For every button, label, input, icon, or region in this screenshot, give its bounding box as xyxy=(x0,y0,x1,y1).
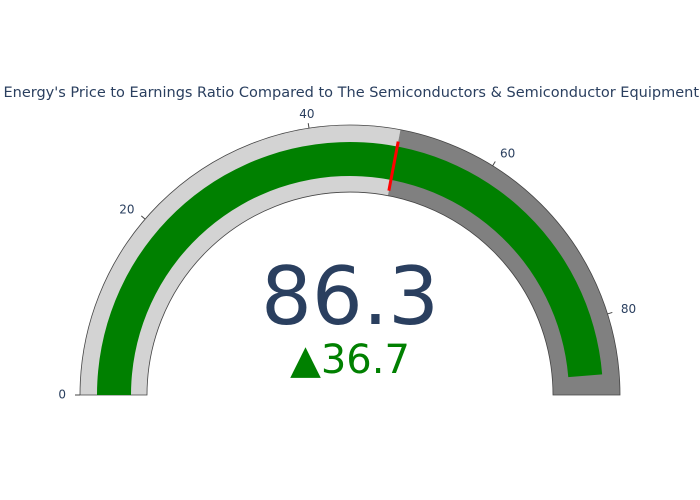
gauge: 0 20 40 60 80 xyxy=(58,107,636,402)
tick-label: 0 xyxy=(58,388,66,402)
tick-label: 40 xyxy=(299,107,314,121)
tick-mark xyxy=(607,311,613,315)
tick-mark xyxy=(492,161,496,167)
tick-mark xyxy=(307,123,310,129)
chart-title: Enphase Energy's Price to Earnings Ratio… xyxy=(0,85,700,101)
tick-label: 80 xyxy=(621,302,636,316)
tick-label: 20 xyxy=(119,203,134,217)
gauge-step xyxy=(80,125,401,396)
value-number: 86.3 xyxy=(261,250,439,343)
delta-number: ▲36.7 xyxy=(290,337,410,383)
threshold-line xyxy=(387,141,400,191)
gauge-outline xyxy=(79,124,621,396)
gauge-bar xyxy=(97,141,603,395)
tick-mark xyxy=(140,215,146,220)
tick-label: 60 xyxy=(500,146,515,160)
